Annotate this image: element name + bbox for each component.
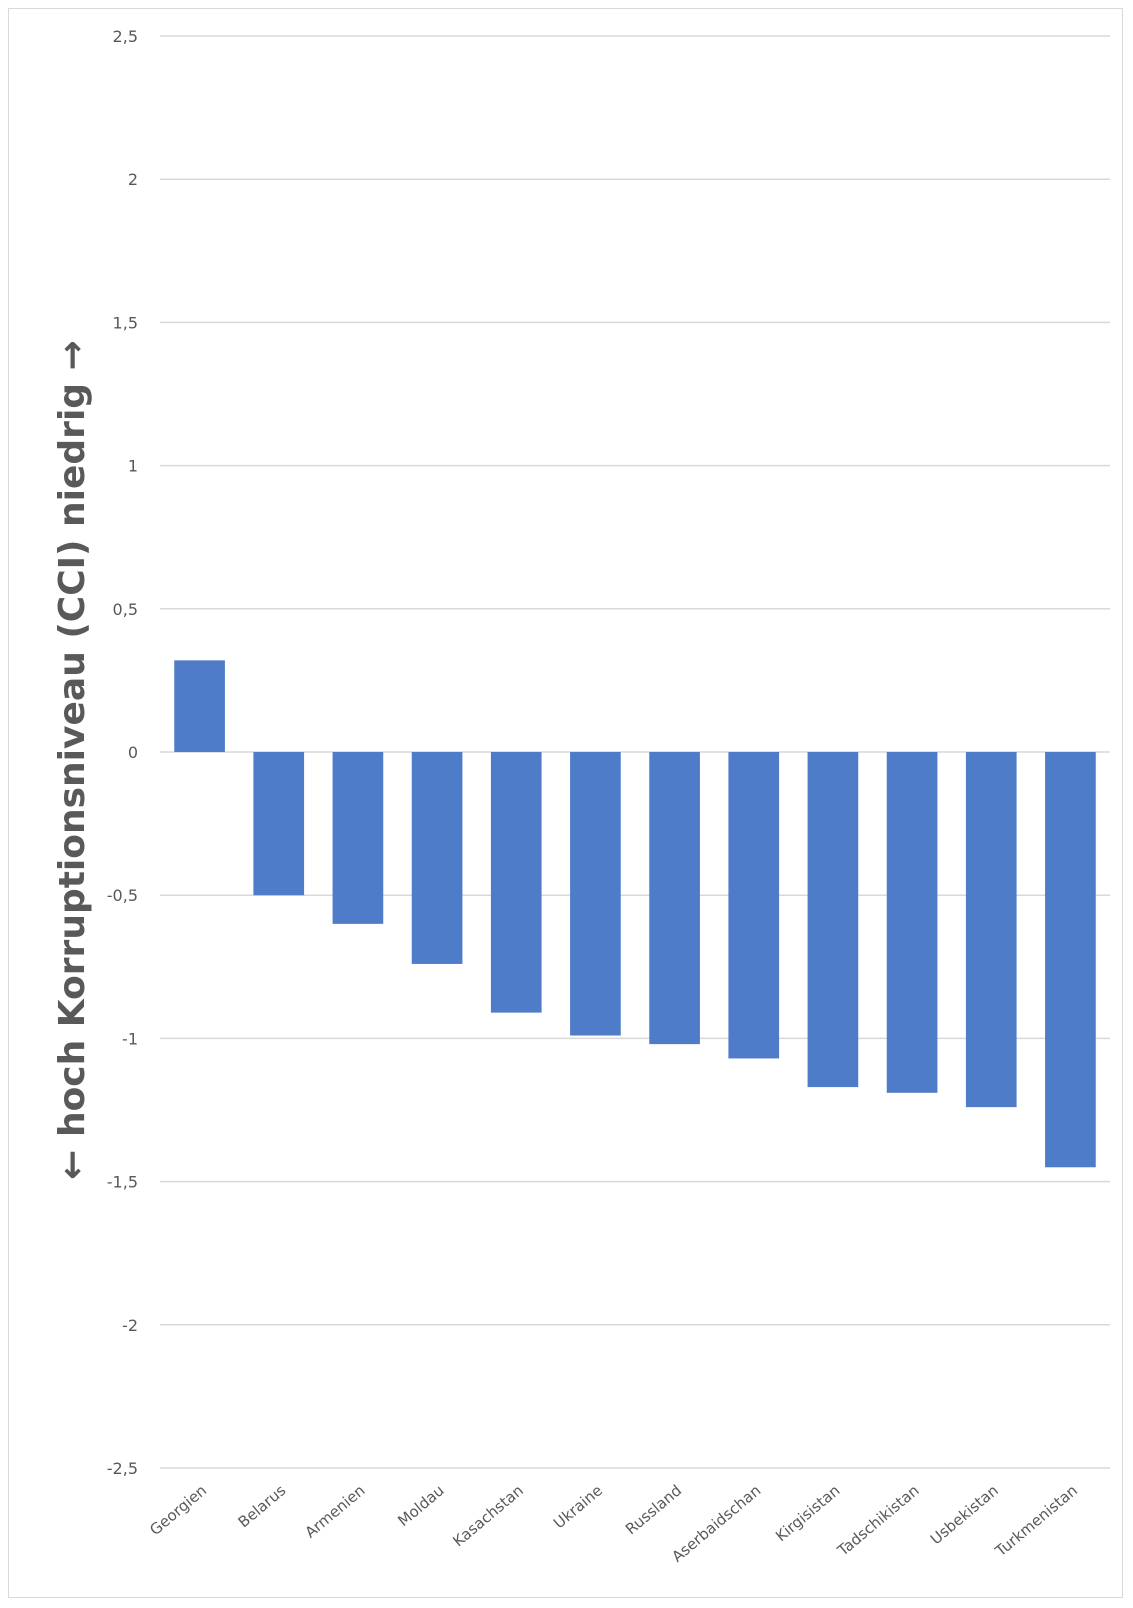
x-tick-label: Tadschikistan [833,1481,922,1560]
y-tick-label: -2 [122,1316,138,1335]
y-tick-label: -0,5 [107,886,138,905]
y-tick-label: 2 [128,170,138,189]
y-tick-label: 0,5 [113,600,138,619]
bar [570,752,621,1036]
bar [253,752,305,896]
x-tick-label: Belarus [235,1481,290,1531]
y-tick-label: 1 [128,457,138,476]
y-tick-label: -2,5 [107,1459,138,1478]
y-axis-label: ← hoch Korruptionsniveau (CCI) niedrig → [52,340,93,1180]
x-axis-labels: Georgien Belarus Armenien Moldau Kasachstan U… [146,1481,1081,1566]
y-tick-label: 0 [128,743,138,762]
x-tick-label: Russland [622,1481,685,1538]
x-tick-label: Usbekistan [927,1481,1002,1548]
y-axis-ticks: 2,5 2 1,5 1 0,5 0 -0,5 -1 -1,5 -2 -2,5 [107,27,138,1478]
bar [728,752,780,1059]
y-tick-label: 1,5 [113,313,138,332]
y-tick-label: 2,5 [113,27,138,46]
y-tick-label: -1 [122,1029,138,1048]
bar [965,752,1017,1108]
bar [649,752,700,1045]
x-tick-label: Moldau [394,1481,447,1530]
bars [174,660,1096,1168]
x-tick-label: Ukraine [550,1481,606,1532]
x-tick-label: Kasachstan [449,1481,526,1550]
x-tick-label: Kirgisistan [772,1481,843,1545]
x-tick-label: Armenien [301,1481,368,1541]
bar [174,660,225,752]
gridlines [160,35,1110,1469]
y-tick-label: -1,5 [107,1173,138,1192]
x-tick-label: Georgien [146,1481,210,1539]
x-tick-label: Turkmenistan [991,1481,1081,1560]
bar [886,752,938,1093]
bar [411,752,463,964]
bar [332,752,384,924]
bar [490,752,542,1013]
bar [807,752,859,1088]
bar [1045,752,1096,1168]
